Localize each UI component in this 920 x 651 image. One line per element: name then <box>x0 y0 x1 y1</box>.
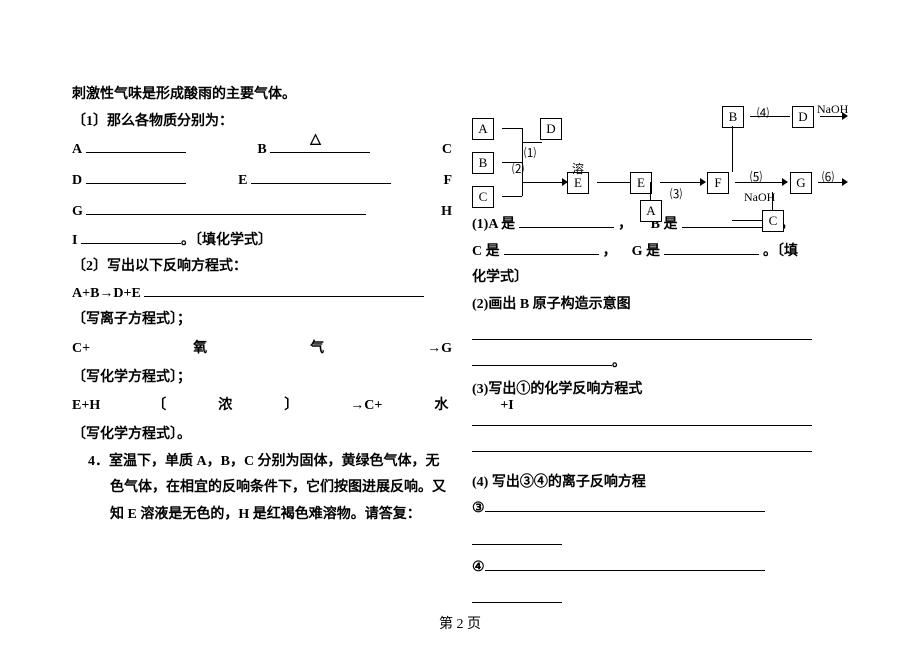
eq2-arrow: →G <box>427 334 452 365</box>
blank-q3-line2 <box>472 436 812 452</box>
label-b: B <box>257 142 266 157</box>
eq3-note: 〔写化学方程式〕。 <box>72 422 452 449</box>
diagram-naoh1: NaOH <box>817 102 848 117</box>
q1-a: (1)A 是 <box>472 212 515 239</box>
diagram-num3: ⑶ <box>670 185 682 202</box>
blank-d <box>86 170 186 184</box>
blank-q2-line2 <box>472 352 612 366</box>
diagram-box-f: F <box>707 172 729 194</box>
blank-q4-3b <box>472 529 562 545</box>
blank-q1g <box>664 241 759 255</box>
blank-q1c <box>504 241 599 255</box>
eq2-c: C+ <box>72 334 90 365</box>
blank-i <box>81 230 181 244</box>
label-e: E <box>238 173 247 188</box>
q4-block: 4．室温下，单质 A，B，C 分别为固体，黄绿色气体，无色气体，在相宜的反响条件… <box>72 449 452 529</box>
q2-end: 。 <box>612 355 626 370</box>
page-footer: 第 2 页 <box>0 613 920 633</box>
diagram-box-c: C <box>472 186 494 208</box>
diagram-box-a2: A <box>640 200 662 222</box>
eq3-c: 浓 <box>218 391 232 422</box>
q1-fill2: 化学式〕 <box>472 265 852 292</box>
row-i: I 。〔填化学式〕 <box>72 228 452 255</box>
eq3-b: 〔 <box>152 391 166 422</box>
blank-eq1 <box>144 283 424 297</box>
row-abc: A B △ C <box>72 135 452 166</box>
left-line1: 刺激性气味是形成酸雨的主要气体。 <box>72 82 452 109</box>
blank-q3-line1 <box>472 410 812 426</box>
q1-mid: ， <box>618 212 632 239</box>
label-g: G <box>72 204 83 219</box>
blank-q4-3 <box>485 498 765 512</box>
label-i: I <box>72 233 77 248</box>
diagram-box-b2: B <box>722 106 744 128</box>
diagram-naoh2: NaOH <box>744 190 775 205</box>
q1-row1: (1)A 是 ， B 是 ， <box>472 212 852 239</box>
blank-g <box>86 201 366 215</box>
blank-q4-4 <box>485 557 765 571</box>
eq2-row: C+ 氧 气 →G <box>72 334 452 365</box>
diagram-box-e2: E <box>630 172 652 194</box>
diagram-box-g: G <box>790 172 812 194</box>
eq3-e: →C+ <box>350 391 382 422</box>
q1-fill: 。〔填 <box>763 239 798 266</box>
q4-num: 4． <box>88 454 109 469</box>
diagram-box-a: A <box>472 118 494 140</box>
fill-note: 。〔填化学式〕 <box>181 233 272 248</box>
row-gh: G H <box>72 197 452 228</box>
q4-3: ③ <box>472 501 485 516</box>
diagram-box-d2: D <box>792 106 814 128</box>
q4-text: 室温下，单质 A，B，C 分别为固体，黄绿色气体，无色气体，在相宜的反响条件下，… <box>109 454 446 522</box>
blank-q4-4b <box>472 587 562 603</box>
label-a: A <box>72 142 82 157</box>
eq-head: 〔2〕写出以下反响方程式： <box>72 254 452 281</box>
blank-b: △ <box>270 139 370 153</box>
blank-a <box>86 139 186 153</box>
q3-label: (3)写出①的化学反响方程式 <box>472 377 852 404</box>
q2-row2: 。 <box>472 350 852 377</box>
eq3-d: 〕 <box>284 391 298 422</box>
q4-3row: ③ <box>472 496 852 523</box>
q1-row2: C 是 ， G 是 。〔填 <box>472 239 852 266</box>
label-c: C <box>442 135 452 166</box>
eq2-gas: 气 <box>310 334 324 365</box>
diagram-num2: ⑵ <box>512 160 524 177</box>
eq2-oxy: 氧 <box>193 334 207 365</box>
label-d: D <box>72 173 82 188</box>
eq3-f: 水 <box>434 391 448 422</box>
eq1-left: A+B→D+E <box>72 286 141 301</box>
q2-label: (2)画出 B 原子构造示意图 <box>472 292 852 319</box>
left-line2: 〔1〕那么各物质分别为： <box>72 109 452 136</box>
blank-e <box>251 170 391 184</box>
q4-4row: ④ <box>472 555 852 582</box>
diagram-box-c2: C <box>762 210 784 232</box>
diagram-num1: ⑴ <box>524 144 536 161</box>
eq1-row: A+B→D+E <box>72 281 452 308</box>
eq1-note: 〔写离子方程式〕； <box>72 307 452 334</box>
q4-label: (4) 写出③④的离子反响方程 <box>472 470 852 497</box>
diagram-num4: ⑷ <box>757 104 769 121</box>
label-h: H <box>441 197 452 228</box>
q4-4: ④ <box>472 560 485 575</box>
label-f: F <box>443 166 452 197</box>
reaction-diagram: A B C D ⑴ ⑵ E 溶 E F ⑶ A <box>472 82 852 212</box>
blank-q1a <box>519 214 614 228</box>
q1-c: C 是 <box>472 239 500 266</box>
eq3-row: E+H 〔 浓 〕 →C+ 水 +I <box>72 391 452 422</box>
diagram-num5: ⑸ <box>750 168 762 185</box>
triangle-mark: △ <box>310 125 321 156</box>
diagram-box-d: D <box>540 118 562 140</box>
blank-q2-line1 <box>472 324 812 340</box>
eq2-note: 〔写化学方程式〕； <box>72 365 452 392</box>
row-def: D E F <box>72 166 452 197</box>
diagram-num6: ⑹ <box>822 168 834 185</box>
q1-mid3: ， <box>603 239 617 266</box>
eq3-a: E+H <box>72 391 100 422</box>
diagram-box-b: B <box>472 152 494 174</box>
diagram-rong: 溶 <box>572 160 584 177</box>
q1-g: G 是 <box>632 239 660 266</box>
